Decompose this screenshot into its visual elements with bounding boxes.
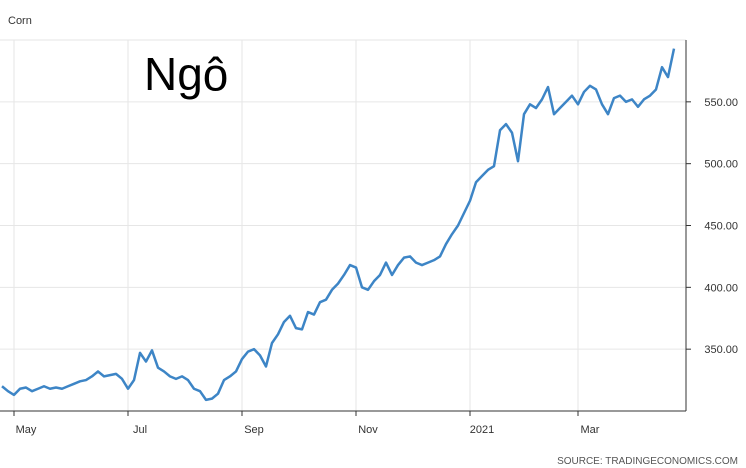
source: SOURCE: TRADINGECONOMICS.COM [557, 456, 738, 467]
y-tick-label: 450.00 [704, 221, 738, 233]
x-tick-label: 2021 [470, 424, 494, 436]
y-tick-label: 550.00 [704, 97, 738, 109]
x-tick-label: Nov [358, 424, 378, 436]
chart-label: Corn [8, 15, 32, 27]
y-tick-label: 350.00 [704, 344, 738, 356]
x-tick-label: Sep [244, 424, 264, 436]
chart-title: Ngô [144, 48, 228, 100]
x-tick-label: Jul [133, 424, 147, 436]
y-tick-label: 400.00 [704, 282, 738, 294]
y-tick-label: 500.00 [704, 159, 738, 171]
line [1, 48, 676, 402]
x-tick-label: May [16, 424, 37, 436]
x-tick-label: Mar [581, 424, 600, 436]
